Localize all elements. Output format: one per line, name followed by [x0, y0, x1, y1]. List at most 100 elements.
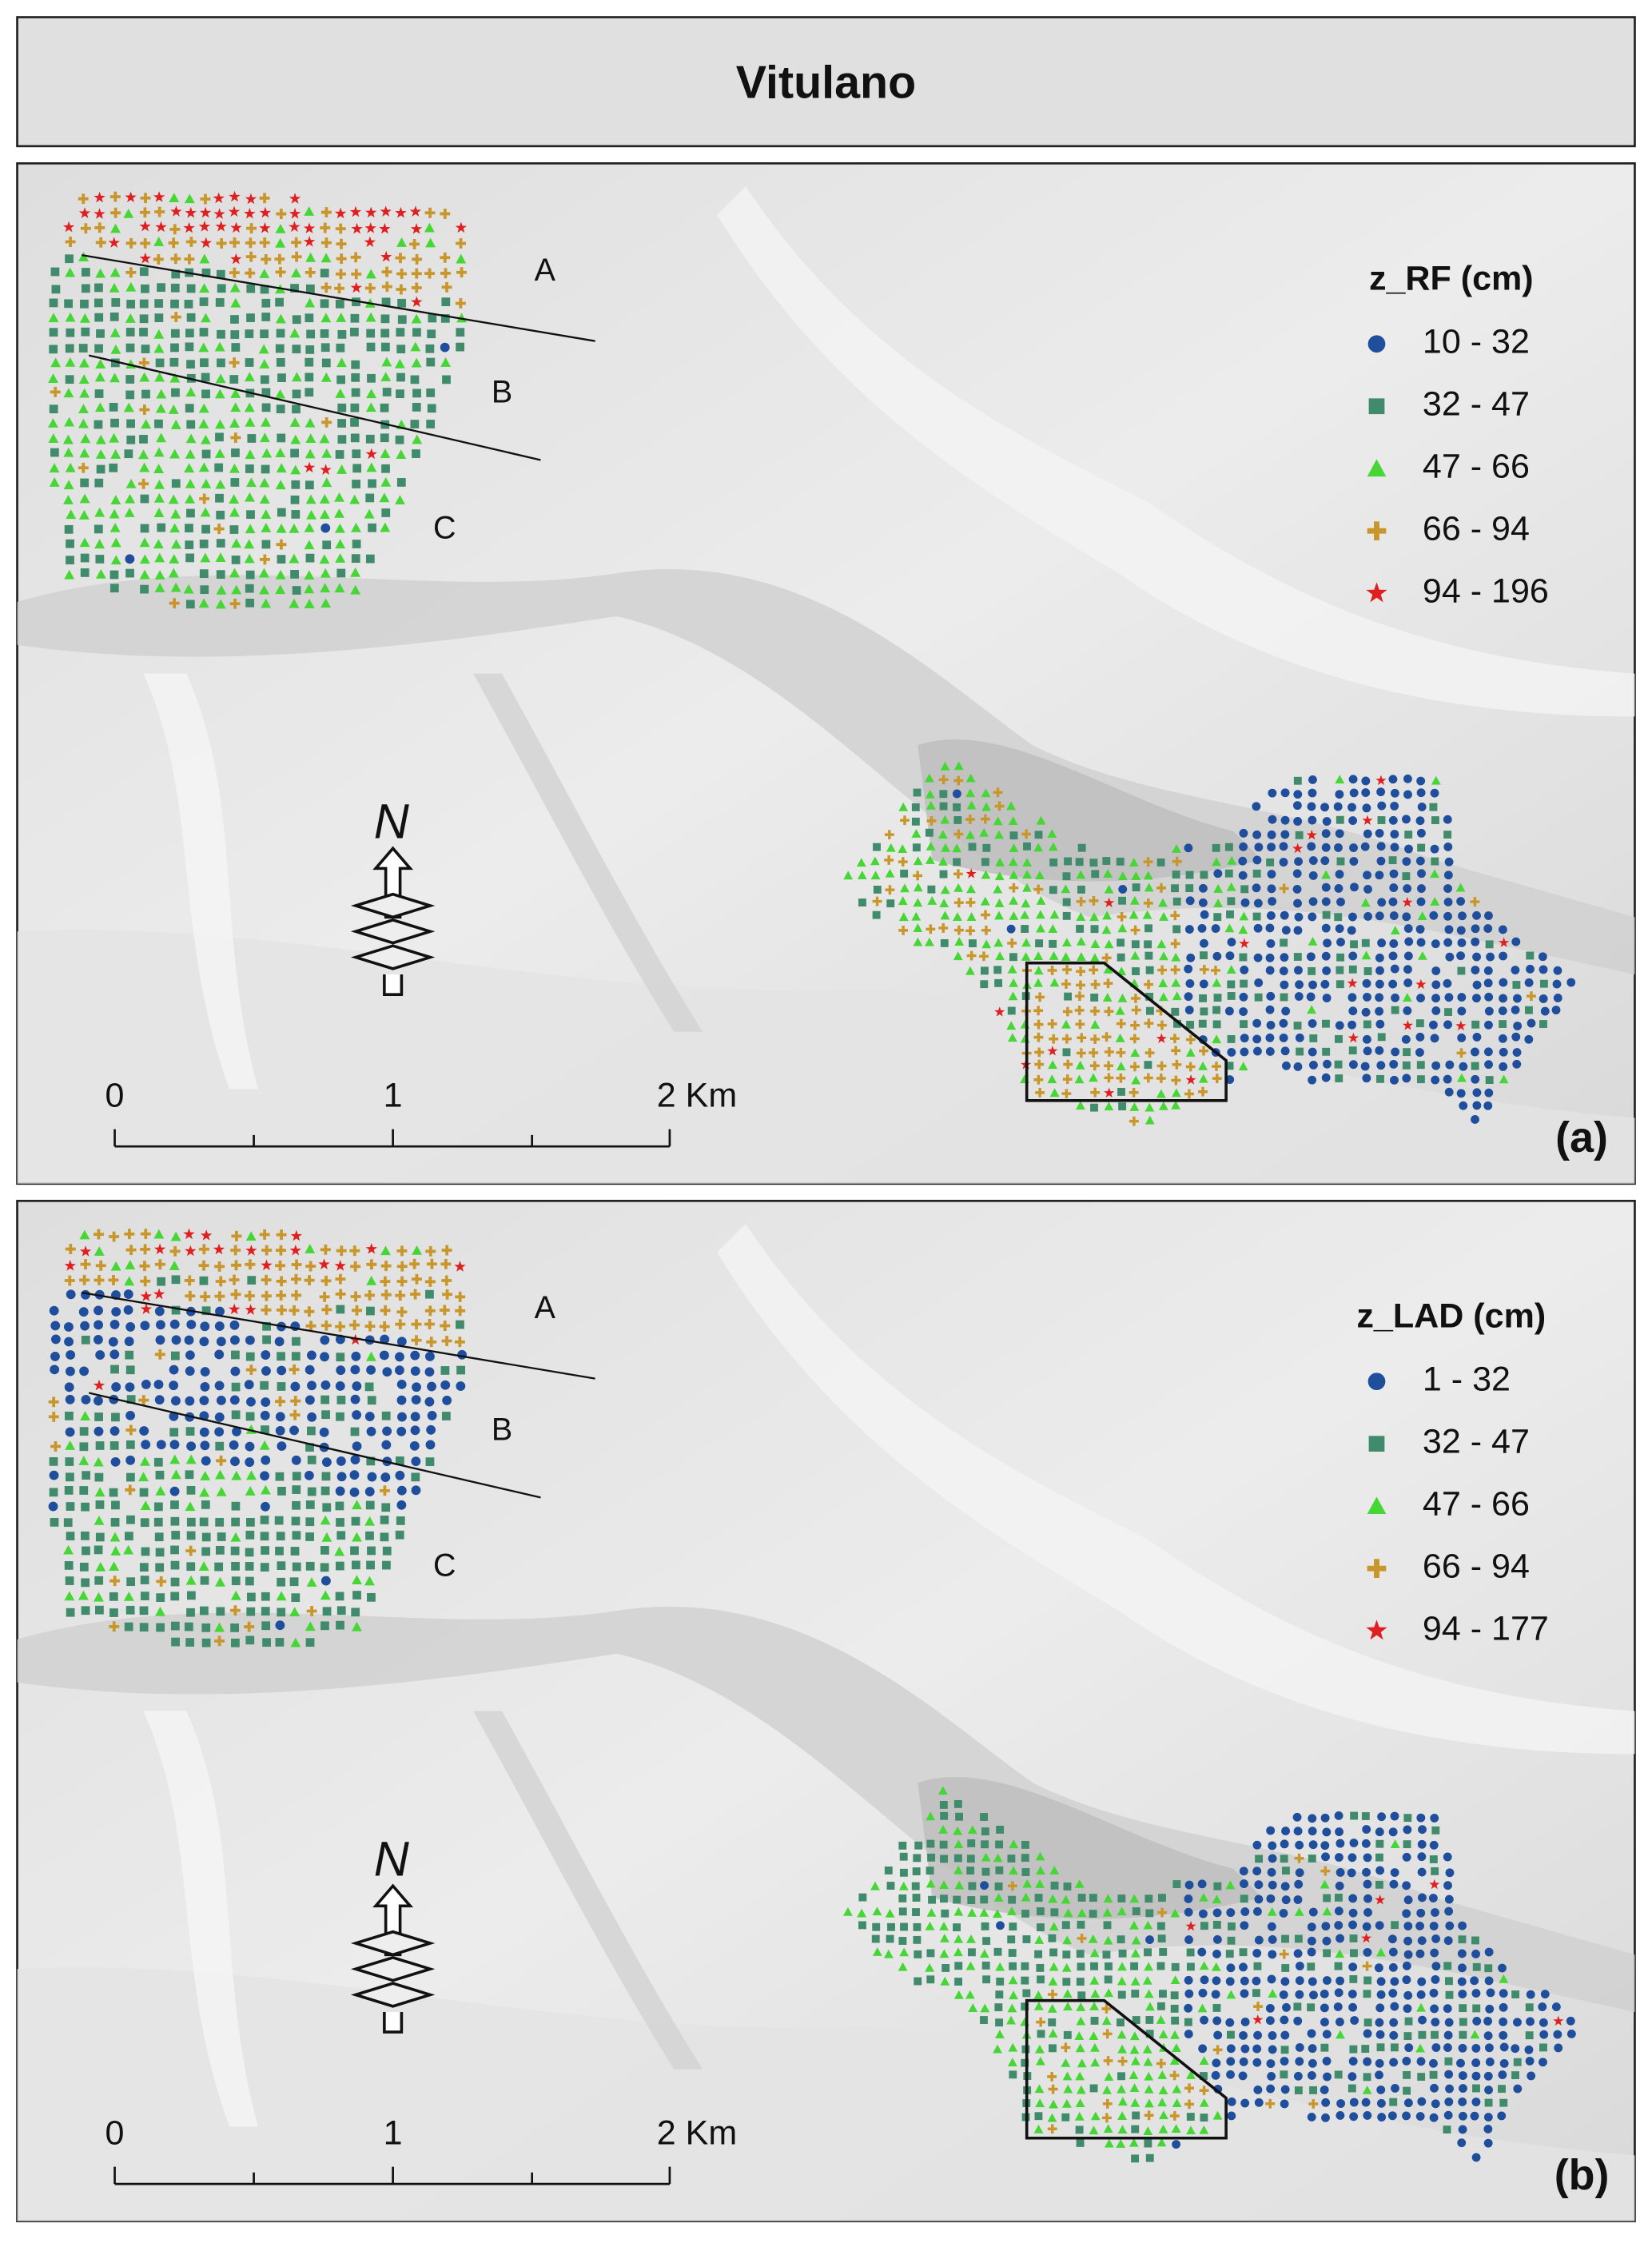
- point: [1130, 1962, 1139, 1970]
- point: [981, 1922, 989, 1930]
- legend-label: 66 - 94: [1423, 510, 1530, 548]
- point: [412, 1382, 421, 1392]
- point: [1445, 2084, 1454, 2094]
- point: [245, 1576, 254, 1586]
- point: [1308, 1907, 1318, 1917]
- point: [954, 1978, 963, 1986]
- point: [1033, 884, 1044, 894]
- point: [1212, 1074, 1222, 1084]
- point: [1308, 2044, 1317, 2054]
- point: [169, 523, 181, 533]
- point: [365, 434, 375, 444]
- point: [1129, 1920, 1139, 1930]
- point: [1048, 1060, 1058, 1070]
- point: [229, 357, 240, 369]
- point: [186, 1517, 196, 1527]
- point: [201, 524, 210, 534]
- point: [1212, 857, 1221, 867]
- point: [1143, 898, 1153, 908]
- point: [351, 1621, 362, 1631]
- point: [939, 1922, 949, 1930]
- point: [1566, 2016, 1575, 2026]
- point: [968, 1882, 977, 1890]
- point: [1077, 1908, 1087, 1918]
- point: [138, 1395, 149, 1406]
- legend-label: 66 - 94: [1423, 1548, 1530, 1586]
- point: [1431, 1962, 1441, 1971]
- point: [1143, 1073, 1153, 1083]
- point: [320, 299, 329, 309]
- point: [199, 1276, 209, 1285]
- point: [1077, 1962, 1085, 1971]
- point: [170, 343, 179, 353]
- point: [350, 1394, 360, 1404]
- point: [1254, 993, 1263, 1002]
- point: [441, 281, 452, 293]
- point: [1472, 2017, 1482, 2026]
- point: [1445, 1868, 1455, 1878]
- point: [260, 1563, 269, 1572]
- point: [364, 1412, 375, 1421]
- point: [1348, 1908, 1358, 1918]
- point: [442, 1396, 452, 1405]
- point: [1047, 966, 1057, 975]
- point: [980, 1895, 989, 1904]
- point: [156, 1593, 165, 1602]
- point: [1049, 1034, 1059, 1044]
- point: [424, 1305, 436, 1317]
- point: [303, 236, 316, 247]
- point: [1200, 871, 1208, 879]
- point: [78, 344, 88, 353]
- point: [335, 1273, 346, 1285]
- point: [1157, 1907, 1168, 1918]
- point: [454, 1261, 466, 1272]
- point: [336, 1472, 347, 1482]
- point: [261, 1350, 271, 1360]
- point: [1375, 953, 1384, 962]
- point: [1458, 1990, 1467, 1998]
- point: [48, 1411, 59, 1422]
- point: [966, 1867, 975, 1875]
- point: [1240, 1894, 1248, 1903]
- point: [186, 508, 195, 518]
- point: [1212, 2110, 1223, 2120]
- point: [200, 193, 211, 205]
- point: [1483, 1101, 1493, 1110]
- point: [979, 827, 989, 837]
- point: [1184, 1907, 1193, 1917]
- point: [50, 1321, 61, 1331]
- point: [996, 1977, 1005, 1986]
- point: [1416, 788, 1426, 798]
- point: [1485, 2004, 1495, 2014]
- point: [94, 539, 105, 549]
- point: [1280, 2085, 1290, 2094]
- point: [170, 329, 180, 338]
- point: [1483, 2017, 1493, 2026]
- point: [366, 1426, 376, 1436]
- point: [291, 251, 302, 262]
- point: [111, 1500, 120, 1510]
- point: [1268, 2045, 1277, 2054]
- point: [396, 389, 404, 399]
- point: [1429, 2058, 1438, 2068]
- point: [229, 375, 239, 384]
- point: [1295, 831, 1304, 839]
- point: [939, 898, 949, 908]
- point: [1292, 1812, 1302, 1822]
- point: [351, 1351, 361, 1361]
- point: [1471, 1062, 1479, 1070]
- point: [1540, 1990, 1550, 1999]
- point: [1226, 2070, 1235, 2079]
- point: [66, 539, 74, 548]
- point: [1267, 1922, 1276, 1931]
- point: [1213, 913, 1222, 922]
- point: [1199, 979, 1208, 989]
- point: [1350, 1811, 1359, 1820]
- point: [1268, 2031, 1277, 2040]
- legend-label: 10 - 32: [1423, 323, 1530, 361]
- point: [911, 1882, 920, 1890]
- point: [169, 224, 181, 235]
- point: [125, 191, 137, 203]
- point: [1471, 1950, 1480, 1958]
- point: [953, 1934, 964, 1943]
